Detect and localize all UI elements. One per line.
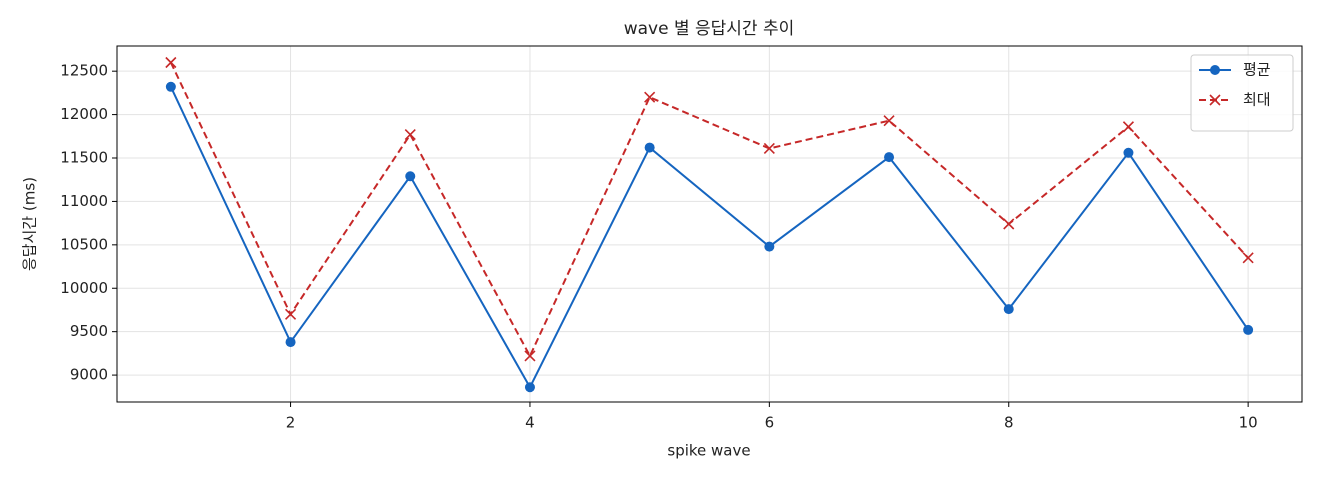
x-axis-label: spike wave [667, 442, 750, 460]
marker [405, 171, 416, 182]
x-tick-label: 6 [765, 414, 775, 432]
marker [1003, 218, 1015, 230]
marker [524, 350, 536, 362]
marker [644, 142, 655, 153]
legend-frame [1190, 54, 1294, 132]
y-tick-label: 10000 [60, 279, 108, 297]
marker [404, 129, 416, 141]
marker [1122, 121, 1135, 133]
marker [524, 382, 535, 393]
x-tick-label: 2 [286, 414, 296, 432]
series-line [169, 62, 1249, 359]
legend-marker [1209, 94, 1221, 106]
marker [284, 308, 297, 320]
y-tick-label: 10500 [60, 235, 108, 253]
marker [883, 115, 895, 127]
y-tick-label: 12500 [60, 62, 108, 80]
y-tick-label: 11500 [60, 149, 108, 167]
marker [1243, 324, 1254, 335]
marker [1242, 252, 1254, 264]
y-axis-label: 응답시간 (ms) [21, 177, 39, 271]
series-line [169, 86, 1249, 390]
marker [285, 337, 296, 348]
marker [1123, 147, 1134, 158]
marker [1003, 304, 1014, 315]
y-tick-label: 9500 [70, 322, 108, 340]
x-tick-label: 10 [1239, 414, 1258, 432]
marker [644, 91, 656, 103]
legend-label: 평균 [1243, 61, 1271, 79]
marker [165, 81, 176, 92]
legend-marker [1210, 65, 1220, 75]
legend-label: 최대 [1243, 91, 1271, 109]
marker [165, 56, 177, 69]
y-tick-label: 12000 [60, 105, 108, 123]
y-tick-label: 11000 [60, 192, 108, 210]
marker [884, 152, 895, 163]
marker [763, 142, 775, 155]
y-tick-label: 9000 [70, 366, 108, 384]
x-tick-label: 4 [525, 414, 535, 432]
marker [764, 241, 775, 252]
plot-frame [116, 45, 1303, 403]
x-tick-label: 8 [1004, 414, 1014, 432]
chart-title: wave 별 응답시간 추이 [624, 19, 795, 39]
